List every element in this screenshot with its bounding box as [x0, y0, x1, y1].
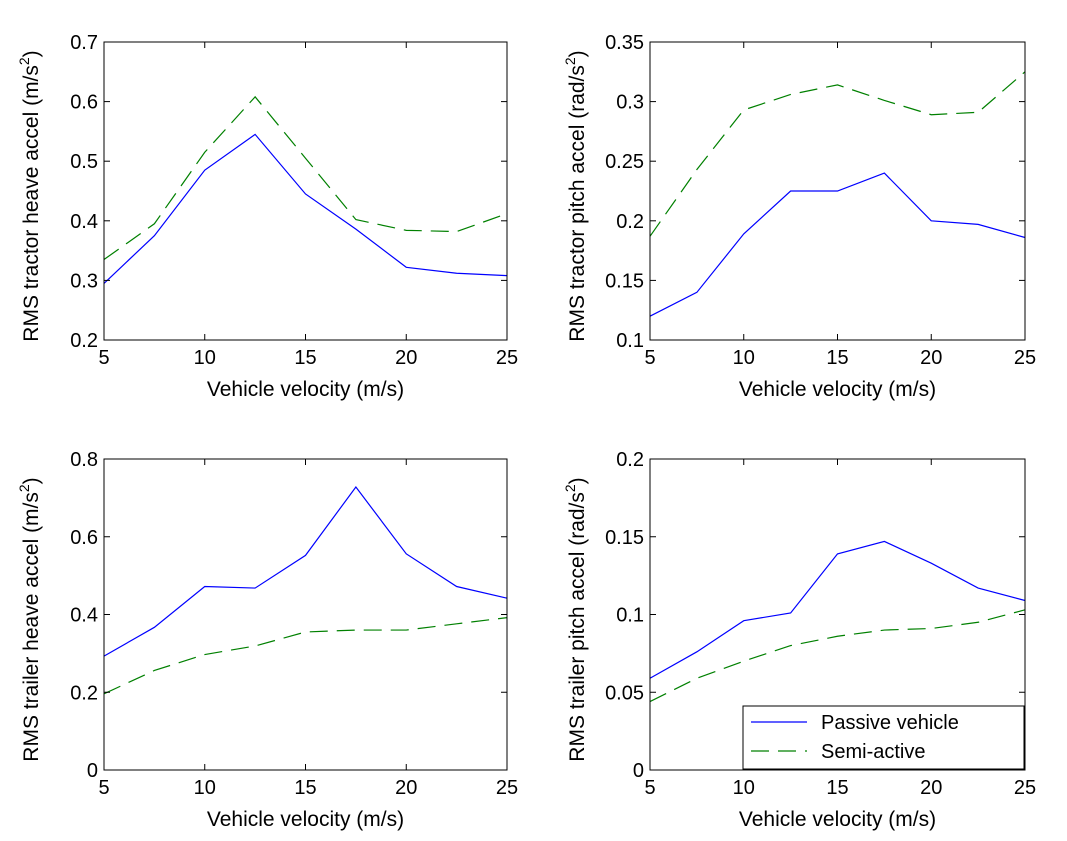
series-line-passive [103, 485, 508, 657]
legend-box [742, 705, 1025, 770]
x-tick-label: 25 [1014, 777, 1036, 799]
subplot-4: 5 10 15 20 25 0 0.05 0.1 0.15 0.2 Vehicle velocity… [562, 449, 1036, 831]
series-line-semi-active [649, 609, 1026, 703]
y-tick-label: 0 [87, 760, 98, 782]
y-tick-label: 0.8 [70, 449, 98, 471]
x-tick-label: 20 [920, 347, 942, 369]
x-tick-label: 20 [395, 347, 417, 369]
y-tick-label: 0 [633, 760, 644, 782]
legend: Passive vehicle Semi-active [742, 705, 1025, 770]
y-axis-label: RMS tractor heave accel (m/s2) [16, 50, 43, 341]
y-tick-label: 0.6 [70, 92, 98, 114]
x-tick-label: 5 [98, 347, 109, 369]
series-line-passive [103, 133, 508, 284]
series-line-passive [649, 540, 1026, 679]
y-tick-label: 0.4 [70, 211, 98, 233]
y-tick-label: 0.7 [70, 32, 98, 54]
y-axis-label: RMS tractor pitch accel (rad/s2) [562, 50, 589, 341]
x-tick-label: 25 [1014, 347, 1036, 369]
legend-entry-passive-label: Passive vehicle [821, 712, 959, 734]
series-line-passive [649, 172, 1026, 317]
x-tick-label: 10 [194, 347, 216, 369]
series-line-semi-active [103, 95, 508, 261]
x-tick-label: 10 [733, 347, 755, 369]
x-tick-label: 25 [496, 347, 518, 369]
subplot-3: 5 10 15 20 25 0 0.2 0.4 0.6 0.8 Vehicle velocity (… [16, 449, 518, 831]
y-tick-label: 0.05 [605, 682, 644, 704]
x-axis-label: Vehicle velocity (m/s) [207, 378, 404, 401]
series-line-semi-active [103, 617, 508, 695]
x-tick-label: 5 [644, 347, 655, 369]
axes-box [103, 41, 508, 341]
y-tick-label: 0.1 [616, 330, 644, 352]
y-axis-label: RMS trailer pitch accel (rad/s2) [562, 477, 589, 761]
y-tick-label: 0.3 [70, 270, 98, 292]
x-tick-label: 25 [496, 777, 518, 799]
y-tick-label: 0.2 [70, 330, 98, 352]
subplot-1: 5 10 15 20 25 0.2 0.3 0.4 0.5 0.6 0.7 Vehicle veloc… [16, 32, 518, 401]
series-line-semi-active [649, 71, 1026, 237]
y-tick-label: 0.2 [616, 449, 644, 471]
x-tick-label: 15 [294, 777, 316, 799]
y-tick-label: 0.15 [605, 527, 644, 549]
x-tick-label: 15 [294, 347, 316, 369]
x-axis-label: Vehicle velocity (m/s) [739, 378, 936, 401]
x-tick-label: 10 [194, 777, 216, 799]
y-tick-label: 0.2 [616, 211, 644, 233]
x-axis-label: Vehicle velocity (m/s) [739, 808, 936, 831]
y-tick-label: 0.15 [605, 270, 644, 292]
x-tick-label: 10 [733, 777, 755, 799]
x-tick-label: 5 [98, 777, 109, 799]
y-tick-label: 0.4 [70, 605, 98, 627]
y-tick-label: 0.3 [616, 92, 644, 114]
x-tick-label: 20 [920, 777, 942, 799]
y-tick-label: 0.5 [70, 151, 98, 173]
x-tick-label: 5 [644, 777, 655, 799]
x-tick-label: 15 [826, 777, 848, 799]
y-tick-label: 0.2 [70, 682, 98, 704]
x-axis-label: Vehicle velocity (m/s) [207, 808, 404, 831]
y-tick-label: 0.35 [605, 32, 644, 54]
x-tick-label: 20 [395, 777, 417, 799]
y-axis-label: RMS trailer heave accel (m/s2) [16, 477, 43, 761]
axes-box [103, 458, 508, 771]
subplot-2: 5 10 15 20 25 0.1 0.15 0.2 0.25 0.3 0.35 Vehicle ve… [562, 32, 1036, 401]
legend-entry-semi-active-label: Semi-active [821, 741, 925, 763]
y-tick-label: 0.6 [70, 527, 98, 549]
y-tick-label: 0.1 [616, 605, 644, 627]
y-tick-label: 0.25 [605, 151, 644, 173]
x-tick-label: 15 [826, 347, 848, 369]
